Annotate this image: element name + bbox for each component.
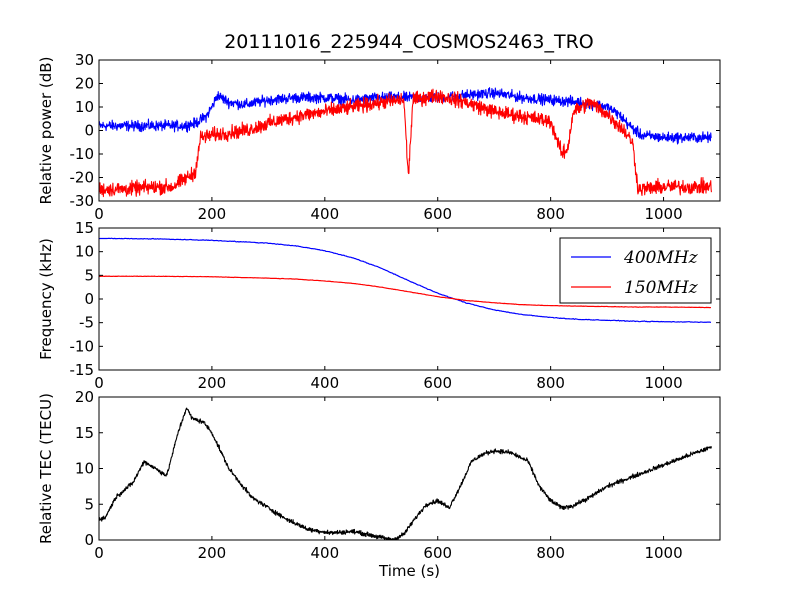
y-tick-label: 0 [84, 531, 94, 549]
y-tick-label: 10 [75, 243, 94, 261]
y-axis-label: Frequency (kHz) [37, 238, 55, 360]
legend-label: 400MHz [623, 248, 699, 268]
x-tick-label: 200 [198, 544, 227, 562]
series-line-400MHz [99, 237, 712, 324]
x-tick-label: 0 [94, 205, 104, 223]
x-tick-label: 1000 [644, 544, 682, 562]
legend-label: 150MHz [624, 278, 699, 298]
x-tick-label: 400 [310, 205, 339, 223]
y-tick-label: 30 [75, 51, 94, 69]
y-tick-label: 0 [84, 290, 94, 308]
x-tick-label: 1000 [644, 374, 682, 392]
x-tick-label: 0 [94, 374, 104, 392]
x-tick-label: 600 [423, 205, 452, 223]
power-panel: 0 200 400 600 800 1000 -30 -20 -10 0 10 20 30 Relativ… [37, 51, 721, 223]
plot-area [99, 60, 720, 201]
y-tick-label: 10 [75, 460, 94, 478]
legend-box [559, 237, 712, 304]
x-tick-label: 0 [94, 544, 104, 562]
y-tick-label: -5 [79, 314, 94, 332]
plot-area [99, 397, 720, 540]
chart-title: 20111016_225944_COSMOS2463_TRO [224, 31, 594, 53]
y-axis-label: Relative TEC (TECU) [37, 393, 55, 544]
y-tick-label: -10 [70, 145, 95, 163]
legend: 400MHz 150MHz [559, 237, 712, 304]
y-tick-label: 10 [75, 98, 94, 116]
y-tick-label: -20 [70, 169, 95, 187]
tec-panel: 0 200 400 600 800 1000 0 5 10 15 20 Relative TEC (T… [37, 388, 721, 580]
series-line-1 [99, 88, 712, 198]
y-tick-label: 20 [75, 75, 94, 93]
y-tick-label: 0 [84, 122, 94, 140]
y-tick-label: -10 [70, 337, 95, 355]
x-tick-label: 600 [423, 544, 452, 562]
series-line-150MHz [99, 275, 711, 309]
x-tick-label: 800 [536, 374, 565, 392]
y-tick-label: 5 [84, 266, 94, 284]
series-line-0 [99, 407, 712, 540]
x-tick-label: 600 [423, 374, 452, 392]
y-axis-label: Relative power (dB) [37, 57, 55, 205]
frequency-panel: 0 200 400 600 800 1000 -15 -10 -5 0 5 10 15 Frequency… [37, 219, 721, 392]
y-tick-label: 20 [75, 388, 94, 406]
y-tick-label: 5 [84, 495, 94, 513]
x-axis-label: Time (s) [378, 562, 440, 580]
y-tick-label: -30 [70, 192, 95, 210]
x-tick-label: 800 [536, 544, 565, 562]
y-tick-label: 15 [75, 424, 94, 442]
x-tick-label: 1000 [644, 205, 682, 223]
y-tick-label: 15 [75, 219, 94, 237]
x-tick-label: 200 [198, 205, 227, 223]
x-tick-label: 200 [198, 374, 227, 392]
x-tick-label: 400 [310, 374, 339, 392]
x-tick-label: 400 [310, 544, 339, 562]
y-tick-label: -15 [70, 361, 95, 379]
x-tick-label: 800 [536, 205, 565, 223]
